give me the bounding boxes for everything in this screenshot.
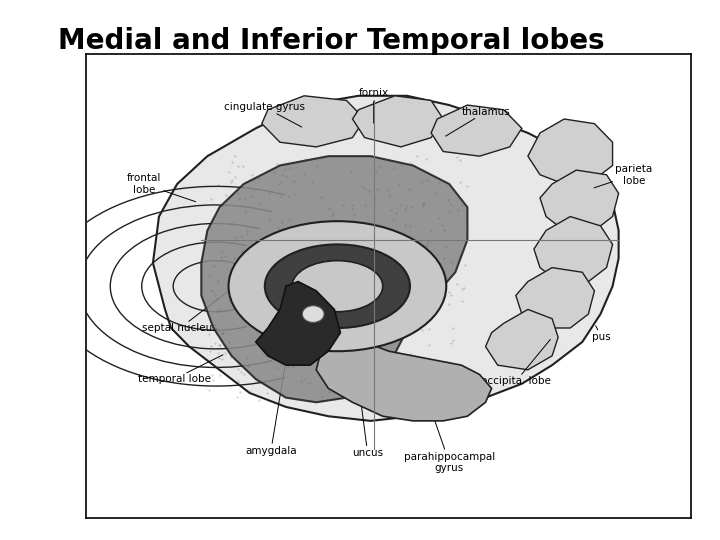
Polygon shape [353,96,444,147]
Text: occipita  lobe: occipita lobe [481,340,551,387]
Text: Medial and Inferior Temporal lobes: Medial and Inferior Temporal lobes [58,27,604,55]
Ellipse shape [228,221,446,351]
Text: parahippocampal
gyrus: parahippocampal gyrus [404,386,495,474]
Text: fornix: fornix [359,89,389,123]
Polygon shape [528,119,613,184]
Text: temporal lobe: temporal lobe [138,355,223,384]
Text: septal nucleus: septal nucleus [143,284,238,333]
Polygon shape [431,105,522,156]
Text: uncus: uncus [352,363,383,458]
Polygon shape [516,268,595,328]
Text: frontal
lobe: frontal lobe [127,173,196,202]
Text: thalamus: thalamus [446,107,510,136]
Ellipse shape [265,245,410,328]
Polygon shape [153,96,618,421]
Circle shape [302,306,324,322]
Text: amygdala: amygdala [245,345,297,456]
Polygon shape [202,156,467,402]
Ellipse shape [292,261,383,312]
Polygon shape [256,281,341,365]
Polygon shape [485,309,558,370]
Text: cingulate gyrus: cingulate gyrus [225,103,305,127]
Text: pus: pus [593,326,611,342]
Polygon shape [534,217,613,281]
Polygon shape [262,96,364,147]
Polygon shape [540,170,618,231]
Text: parieta
lobe: parieta lobe [594,164,652,188]
Polygon shape [316,333,492,421]
